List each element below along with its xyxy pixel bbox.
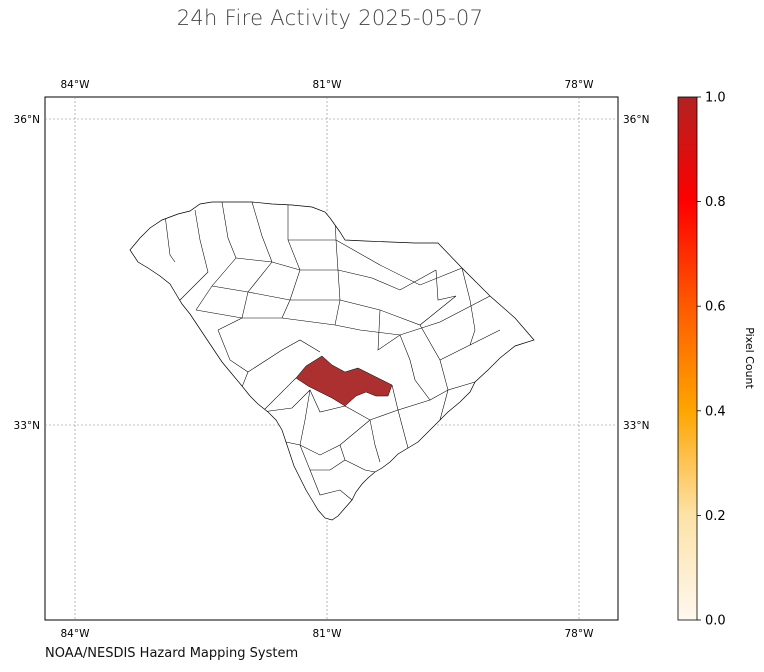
map-title: 24h Fire Activity 2025-05-07 [176,6,484,30]
lon-tick-bottom: 81°W [313,628,343,640]
colorbar-label: Pixel Count [743,327,756,389]
colorbar-ticks: 0.0 0.2 0.4 0.6 0.8 1.0 [697,91,726,629]
county-line [309,469,353,501]
lon-tick-top: 84°W [61,79,91,91]
county-line [179,209,209,301]
colorbar-tick-label: 0.8 [705,195,726,210]
county-line [369,419,381,463]
county-line [285,441,346,471]
state-map [129,201,535,521]
county-line [288,239,463,286]
colorbar-tick-label: 0.6 [705,300,726,315]
county-line [195,295,491,336]
colorbar-tick-label: 0.2 [705,509,726,524]
colorbar-tick-label: 1.0 [705,91,726,106]
lon-tick-top: 78°W [565,79,595,91]
county-line [377,309,416,381]
colorbar: 0.0 0.2 0.4 0.6 0.8 1.0 Pixel Count [677,91,756,629]
lat-tick-right: 33°N [623,420,649,432]
colorbar-tick-label: 0.0 [705,614,726,629]
county-boundaries [164,202,501,501]
lon-tick-bottom: 84°W [61,628,91,640]
county-line [217,329,321,373]
lat-tick-left: 33°N [14,420,40,432]
county-line [344,459,376,473]
county-line [344,405,409,449]
county-line [414,379,449,421]
county-line [217,202,273,331]
county-line [435,269,457,301]
data-source-credit: NOAA/NESDIS Hazard Mapping System [45,646,299,661]
lon-tick-bottom: 78°W [565,628,595,640]
lon-tick-top: 81°W [313,79,343,91]
lat-tick-left: 36°N [14,114,40,126]
colorbar-tick-label: 0.4 [705,404,726,419]
county-line [299,389,371,456]
lat-tick-right: 36°N [623,114,649,126]
colorbar-gradient [677,96,698,621]
county-fire-highlight [295,355,393,407]
county-line [235,257,437,291]
county-line [164,214,176,263]
county-line [419,324,501,361]
county-line [461,267,476,346]
